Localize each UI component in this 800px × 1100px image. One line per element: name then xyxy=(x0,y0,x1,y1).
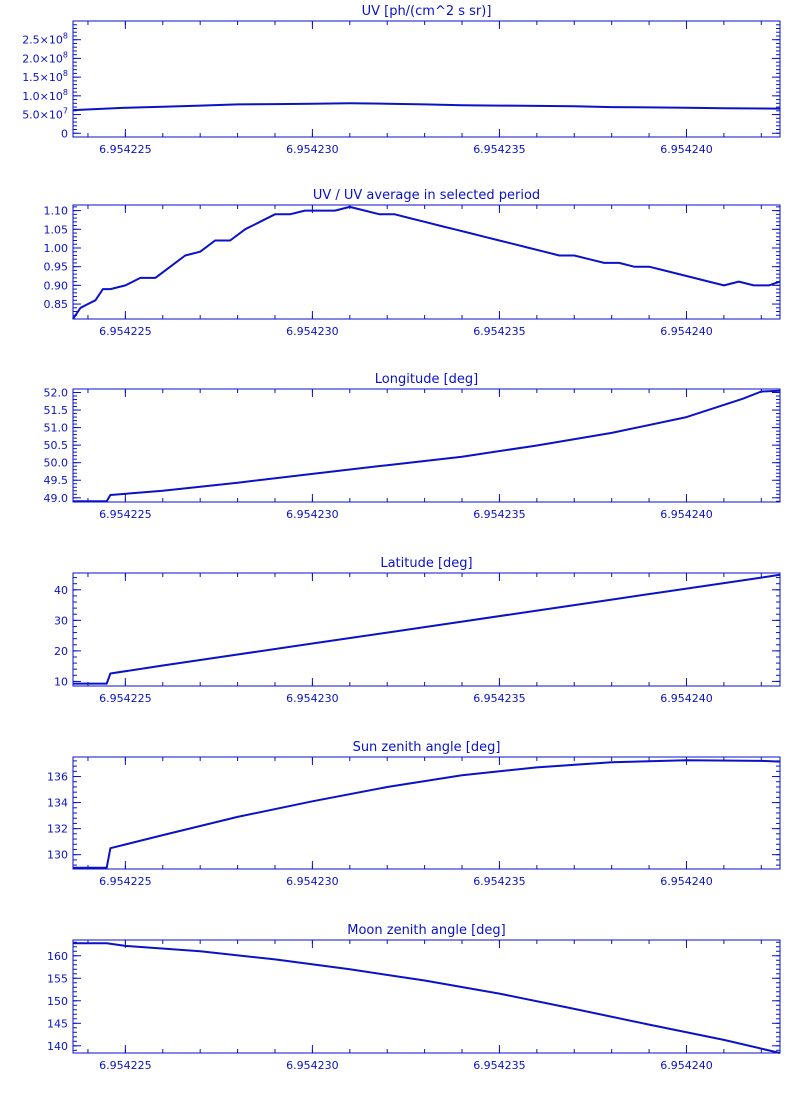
panel-title: Sun zenith angle [deg] xyxy=(353,740,501,755)
plot-frame xyxy=(72,20,781,138)
x-tick-label: 6.954235 xyxy=(473,325,526,338)
panel-1: UV [ph/(cm^2 s sr)] 6.954225 6.954230 6.954… xyxy=(22,4,781,156)
y-tick-label: 140 xyxy=(47,1040,68,1053)
y-tick-label: 0.95 xyxy=(44,261,69,274)
x-tick-label: 6.954235 xyxy=(473,1059,526,1072)
y-tick-label: 50.0 xyxy=(44,457,69,470)
y-tick-label: 130 xyxy=(47,849,68,862)
plot-frame xyxy=(72,204,781,320)
x-tick-label: 6.954230 xyxy=(286,508,339,521)
x-tick-label: 6.954235 xyxy=(473,508,526,521)
y-tick-label: 30 xyxy=(54,614,68,627)
y-tick-label: 5.0×107 xyxy=(22,107,68,122)
y-tick-label: 20 xyxy=(54,645,68,658)
y-tick-label: 2.0×108 xyxy=(22,50,68,65)
series-line xyxy=(73,389,781,503)
x-tick-label: 6.954240 xyxy=(660,508,713,521)
x-tick-label: 6.954230 xyxy=(286,325,339,338)
y-tick-label: 1.05 xyxy=(44,223,69,236)
y-tick-label: 49.5 xyxy=(44,474,69,487)
y-tick-label: 145 xyxy=(47,1017,68,1030)
x-tick-label: 6.954225 xyxy=(99,143,152,156)
plot-frame xyxy=(72,388,781,503)
series-line xyxy=(73,759,781,869)
y-tick-label: 132 xyxy=(47,823,68,836)
panel-6: Moon zenith angle [deg] 6.954225 6.954230 6… xyxy=(47,923,781,1072)
panel-title: Latitude [deg] xyxy=(380,556,472,571)
x-tick-label: 6.954225 xyxy=(99,325,152,338)
x-tick-label: 6.954240 xyxy=(660,325,713,338)
panel-3: Longitude [deg] 6.954225 6.954230 6.954235 6… xyxy=(44,372,781,521)
panel-title: Moon zenith angle [deg] xyxy=(347,923,505,938)
y-tick-label: 155 xyxy=(47,972,68,985)
y-tick-label: 1.0×108 xyxy=(22,88,68,103)
y-tick-label: 2.5×108 xyxy=(22,32,68,47)
x-tick-label: 6.954235 xyxy=(473,875,526,888)
x-tick-label: 6.954240 xyxy=(660,143,713,156)
x-tick-label: 6.954225 xyxy=(99,875,152,888)
x-tick-label: 6.954225 xyxy=(99,1059,152,1072)
y-tick-label: 160 xyxy=(47,950,68,963)
plot-frame xyxy=(72,756,781,870)
panel-5: Sun zenith angle [deg] 6.954225 6.954230 6.… xyxy=(47,740,781,888)
x-tick-label: 6.954230 xyxy=(286,875,339,888)
plot-frame xyxy=(72,939,781,1054)
y-tick-label: 136 xyxy=(47,771,68,784)
x-tick-label: 6.954230 xyxy=(286,143,339,156)
panel-4: Latitude [deg] 6.954225 6.954230 6.954235 6.… xyxy=(54,556,781,705)
panel-title: Longitude [deg] xyxy=(375,372,478,387)
x-tick-label: 6.954235 xyxy=(473,143,526,156)
series-line xyxy=(72,102,781,112)
y-tick-label: 51.5 xyxy=(44,404,69,417)
y-tick-label: 0 xyxy=(61,127,68,140)
x-tick-label: 6.954240 xyxy=(660,875,713,888)
y-tick-label: 40 xyxy=(54,584,68,597)
y-tick-label: 1.00 xyxy=(44,242,69,255)
y-tick-label: 1.10 xyxy=(44,205,69,218)
y-tick-label: 0.85 xyxy=(44,298,69,311)
panel-title: UV [ph/(cm^2 s sr)] xyxy=(362,4,492,19)
series-line xyxy=(73,942,781,1054)
y-tick-label: 51.0 xyxy=(44,422,69,435)
x-tick-label: 6.954235 xyxy=(473,692,526,705)
y-tick-label: 49.0 xyxy=(44,492,69,505)
y-tick-label: 52.0 xyxy=(44,387,69,400)
y-tick-label: 134 xyxy=(47,797,68,810)
series-line xyxy=(73,573,781,685)
panel-2: UV / UV average in selected period 6.9542… xyxy=(44,188,781,338)
panel-title: UV / UV average in selected period xyxy=(313,188,540,203)
y-tick-label: 10 xyxy=(54,675,68,688)
x-tick-label: 6.954230 xyxy=(286,1059,339,1072)
series-line xyxy=(72,205,781,320)
y-tick-label: 50.5 xyxy=(44,439,69,452)
x-tick-label: 6.954230 xyxy=(286,692,339,705)
y-tick-label: 1.5×108 xyxy=(22,69,68,84)
plot-frame xyxy=(72,572,781,687)
x-tick-label: 6.954225 xyxy=(99,508,152,521)
x-tick-label: 6.954240 xyxy=(660,692,713,705)
x-tick-label: 6.954225 xyxy=(99,692,152,705)
y-tick-label: 0.90 xyxy=(44,279,69,292)
y-tick-label: 150 xyxy=(47,995,68,1008)
x-tick-label: 6.954240 xyxy=(660,1059,713,1072)
